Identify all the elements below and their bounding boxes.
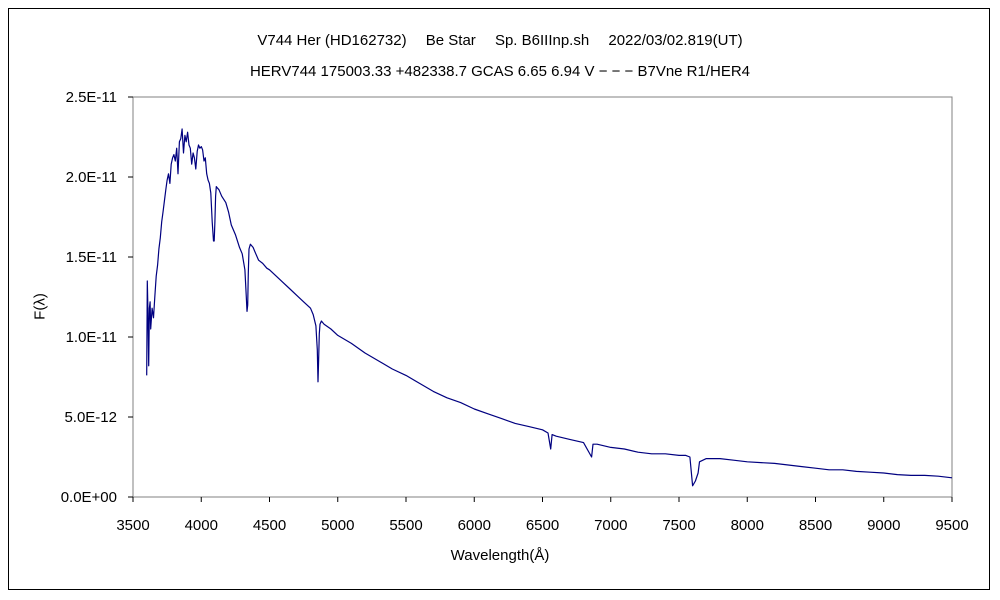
x-tick-label: 4500: [253, 517, 286, 534]
x-tick-label: 7000: [594, 517, 627, 534]
x-axis-label: Wavelength(Å): [450, 547, 550, 564]
spectrum-line: [146, 128, 953, 487]
chart-subtitle: HERV744 175003.33 +482338.7 GCAS 6.65 6.…: [249, 63, 751, 80]
x-tick-label: 6000: [458, 517, 491, 534]
x-tick-label: 6500: [526, 517, 559, 534]
x-tick-label: 9000: [867, 517, 900, 534]
y-tick-label: 2.0E-11: [66, 169, 117, 186]
y-tick-label: 0.0E+00: [61, 489, 117, 506]
x-tick-label: 3500: [116, 517, 149, 534]
x-tick-label: 7500: [662, 517, 695, 534]
y-tick-label: 2.5E-11: [66, 89, 117, 106]
y-tick-label: 5.0E-12: [64, 409, 117, 426]
y-axis-label: F(λ): [31, 293, 49, 320]
y-tick-label: 1.5E-11: [66, 249, 117, 266]
x-tick-label: 4000: [185, 517, 218, 534]
x-tick-label: 9500: [935, 517, 968, 534]
y-tick-label: 1.0E-11: [66, 329, 117, 346]
x-tick-label: 8500: [799, 517, 832, 534]
x-tick-label: 8000: [731, 517, 764, 534]
plot-area: [132, 96, 953, 498]
chart-title: V744 Her (HD162732) Be Star Sp. B6IIInp.…: [257, 32, 743, 49]
x-tick-label: 5500: [389, 517, 422, 534]
chart-frame: [8, 8, 990, 590]
x-tick-label: 5000: [321, 517, 354, 534]
